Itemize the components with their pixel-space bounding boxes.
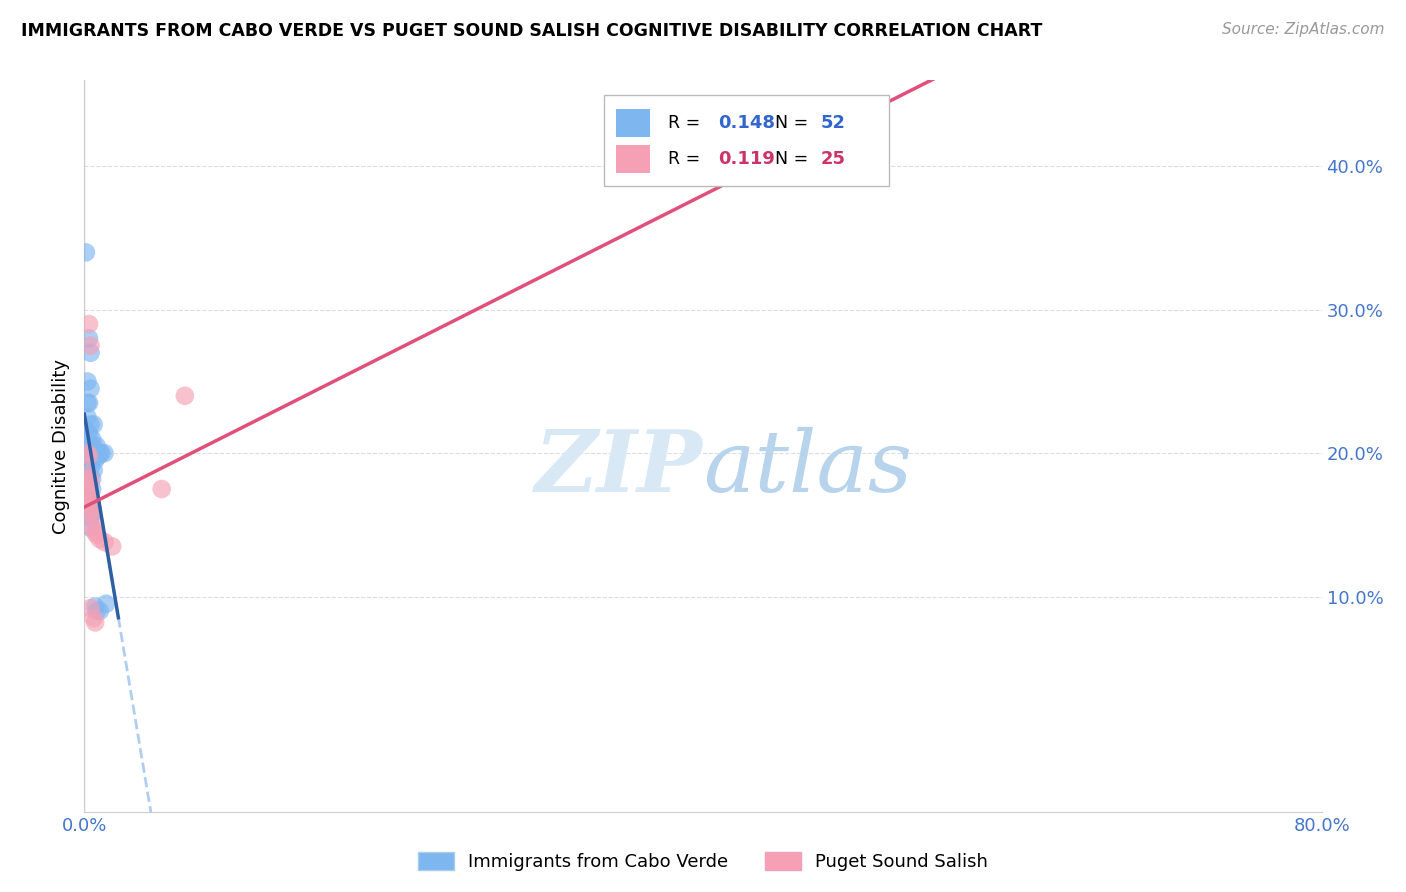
Point	[83, 417, 105, 432]
Point	[89, 446, 111, 460]
Point	[77, 482, 100, 496]
Point	[84, 524, 107, 539]
Point	[83, 446, 105, 460]
Legend: Immigrants from Cabo Verde, Puget Sound Salish: Immigrants from Cabo Verde, Puget Sound …	[411, 845, 995, 879]
Point	[77, 472, 100, 486]
Point	[76, 467, 98, 482]
Point	[79, 460, 101, 475]
Point	[76, 439, 98, 453]
Point	[79, 439, 101, 453]
Point	[77, 439, 100, 453]
Point	[79, 382, 101, 396]
Point	[75, 446, 97, 460]
Point	[79, 489, 101, 503]
Text: 25: 25	[821, 150, 845, 169]
Point	[76, 446, 98, 460]
Point	[76, 489, 98, 503]
Point	[82, 432, 104, 446]
Point	[76, 453, 98, 467]
Point	[77, 396, 100, 410]
Point	[174, 389, 197, 403]
Point	[79, 601, 101, 615]
Point	[76, 425, 98, 439]
Point	[84, 446, 107, 460]
Text: ZIP: ZIP	[536, 426, 703, 509]
Point	[84, 446, 107, 460]
Point	[82, 500, 104, 515]
Point	[83, 463, 105, 477]
Point	[86, 439, 108, 453]
Point	[94, 597, 117, 611]
Point	[84, 599, 107, 614]
Point	[101, 540, 124, 554]
Point	[86, 528, 108, 542]
Text: N =: N =	[775, 113, 814, 132]
Point	[79, 475, 101, 489]
Point	[150, 482, 173, 496]
Point	[79, 510, 101, 524]
Point	[76, 482, 98, 496]
Text: IMMIGRANTS FROM CABO VERDE VS PUGET SOUND SALISH COGNITIVE DISABILITY CORRELATIO: IMMIGRANTS FROM CABO VERDE VS PUGET SOUN…	[21, 22, 1042, 40]
Point	[86, 604, 108, 618]
Text: 0.148: 0.148	[718, 113, 775, 132]
Point	[77, 449, 100, 463]
Point	[75, 245, 97, 260]
Point	[79, 417, 101, 432]
Point	[76, 375, 98, 389]
Point	[83, 510, 105, 524]
Point	[77, 331, 100, 345]
Point	[77, 317, 100, 331]
Point	[77, 486, 100, 500]
FancyBboxPatch shape	[605, 95, 889, 186]
Text: R =: R =	[668, 150, 706, 169]
Point	[79, 521, 101, 535]
Text: 0.119: 0.119	[718, 150, 775, 169]
Point	[82, 521, 104, 535]
Point	[79, 500, 101, 515]
Point	[79, 446, 101, 460]
FancyBboxPatch shape	[616, 145, 650, 173]
Point	[83, 611, 105, 625]
Point	[82, 482, 104, 496]
Point	[77, 496, 100, 510]
Point	[83, 439, 105, 453]
Text: R =: R =	[668, 113, 706, 132]
Point	[77, 427, 100, 442]
Y-axis label: Cognitive Disability: Cognitive Disability	[52, 359, 70, 533]
Point	[76, 460, 98, 475]
Point	[76, 446, 98, 460]
Point	[77, 446, 100, 460]
Point	[76, 410, 98, 425]
Point	[79, 345, 101, 359]
Point	[86, 446, 108, 460]
Point	[77, 453, 100, 467]
Point	[76, 496, 98, 510]
Point	[93, 535, 115, 549]
Text: 52: 52	[821, 113, 845, 132]
Point	[82, 472, 104, 486]
Point	[89, 604, 111, 618]
Text: Source: ZipAtlas.com: Source: ZipAtlas.com	[1222, 22, 1385, 37]
Text: atlas: atlas	[703, 426, 912, 509]
Point	[89, 533, 111, 547]
Text: N =: N =	[775, 150, 814, 169]
Point	[76, 470, 98, 484]
Point	[77, 507, 100, 521]
Point	[82, 446, 104, 460]
Point	[93, 446, 115, 460]
FancyBboxPatch shape	[616, 109, 650, 136]
Point	[82, 507, 104, 521]
Point	[84, 615, 107, 630]
Point	[84, 453, 107, 467]
Point	[82, 453, 104, 467]
Point	[79, 338, 101, 352]
Point	[90, 446, 112, 460]
Point	[87, 449, 110, 463]
Point	[76, 396, 98, 410]
